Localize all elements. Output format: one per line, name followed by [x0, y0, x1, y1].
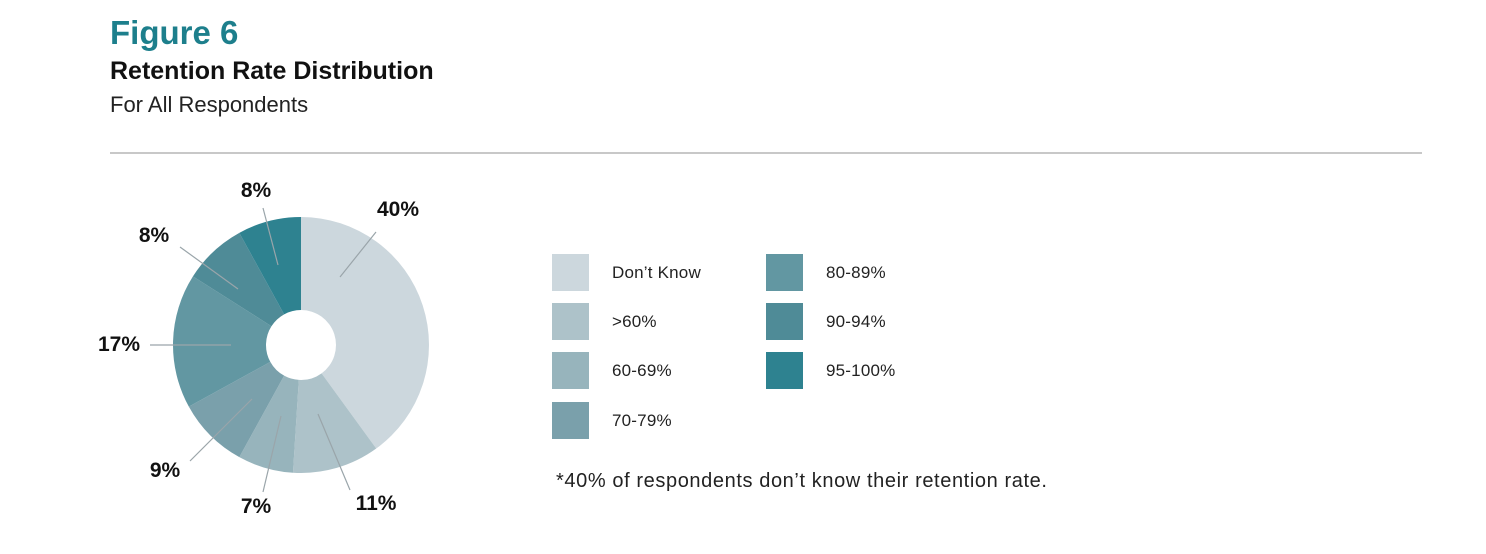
divider — [110, 152, 1422, 154]
pie-slice-3 — [239, 375, 299, 473]
figure-label: Figure 6 — [110, 14, 239, 51]
slice-label-3: 7% — [241, 495, 272, 518]
leader-line-3 — [262, 415, 282, 493]
leader-line-4 — [189, 398, 253, 462]
pie-slice-6 — [192, 232, 285, 327]
leader-line-7 — [262, 207, 279, 266]
pie-slice-2 — [292, 373, 377, 473]
leader-line-6 — [179, 246, 239, 290]
footnote: *40% of respondents don’t know their ret… — [556, 470, 1048, 492]
pie-slice-5 — [173, 276, 272, 407]
slice-label-1: 40% — [377, 198, 419, 221]
leader-line-1 — [339, 231, 377, 278]
slice-label-2: 11% — [356, 492, 397, 515]
pie-slice-1 — [301, 217, 429, 449]
chart-subtitle: For All Respondents — [110, 92, 309, 117]
slice-label-4: 9% — [150, 459, 181, 482]
slice-label-6: 8% — [139, 224, 170, 247]
pie-slice-7 — [239, 217, 301, 315]
slice-label-5: 17% — [98, 333, 140, 356]
slice-label-7: 8% — [241, 179, 272, 202]
chart-title: Retention Rate Distribution — [110, 57, 434, 85]
leader-line-2 — [317, 413, 351, 491]
pie-slice-4 — [188, 361, 285, 458]
